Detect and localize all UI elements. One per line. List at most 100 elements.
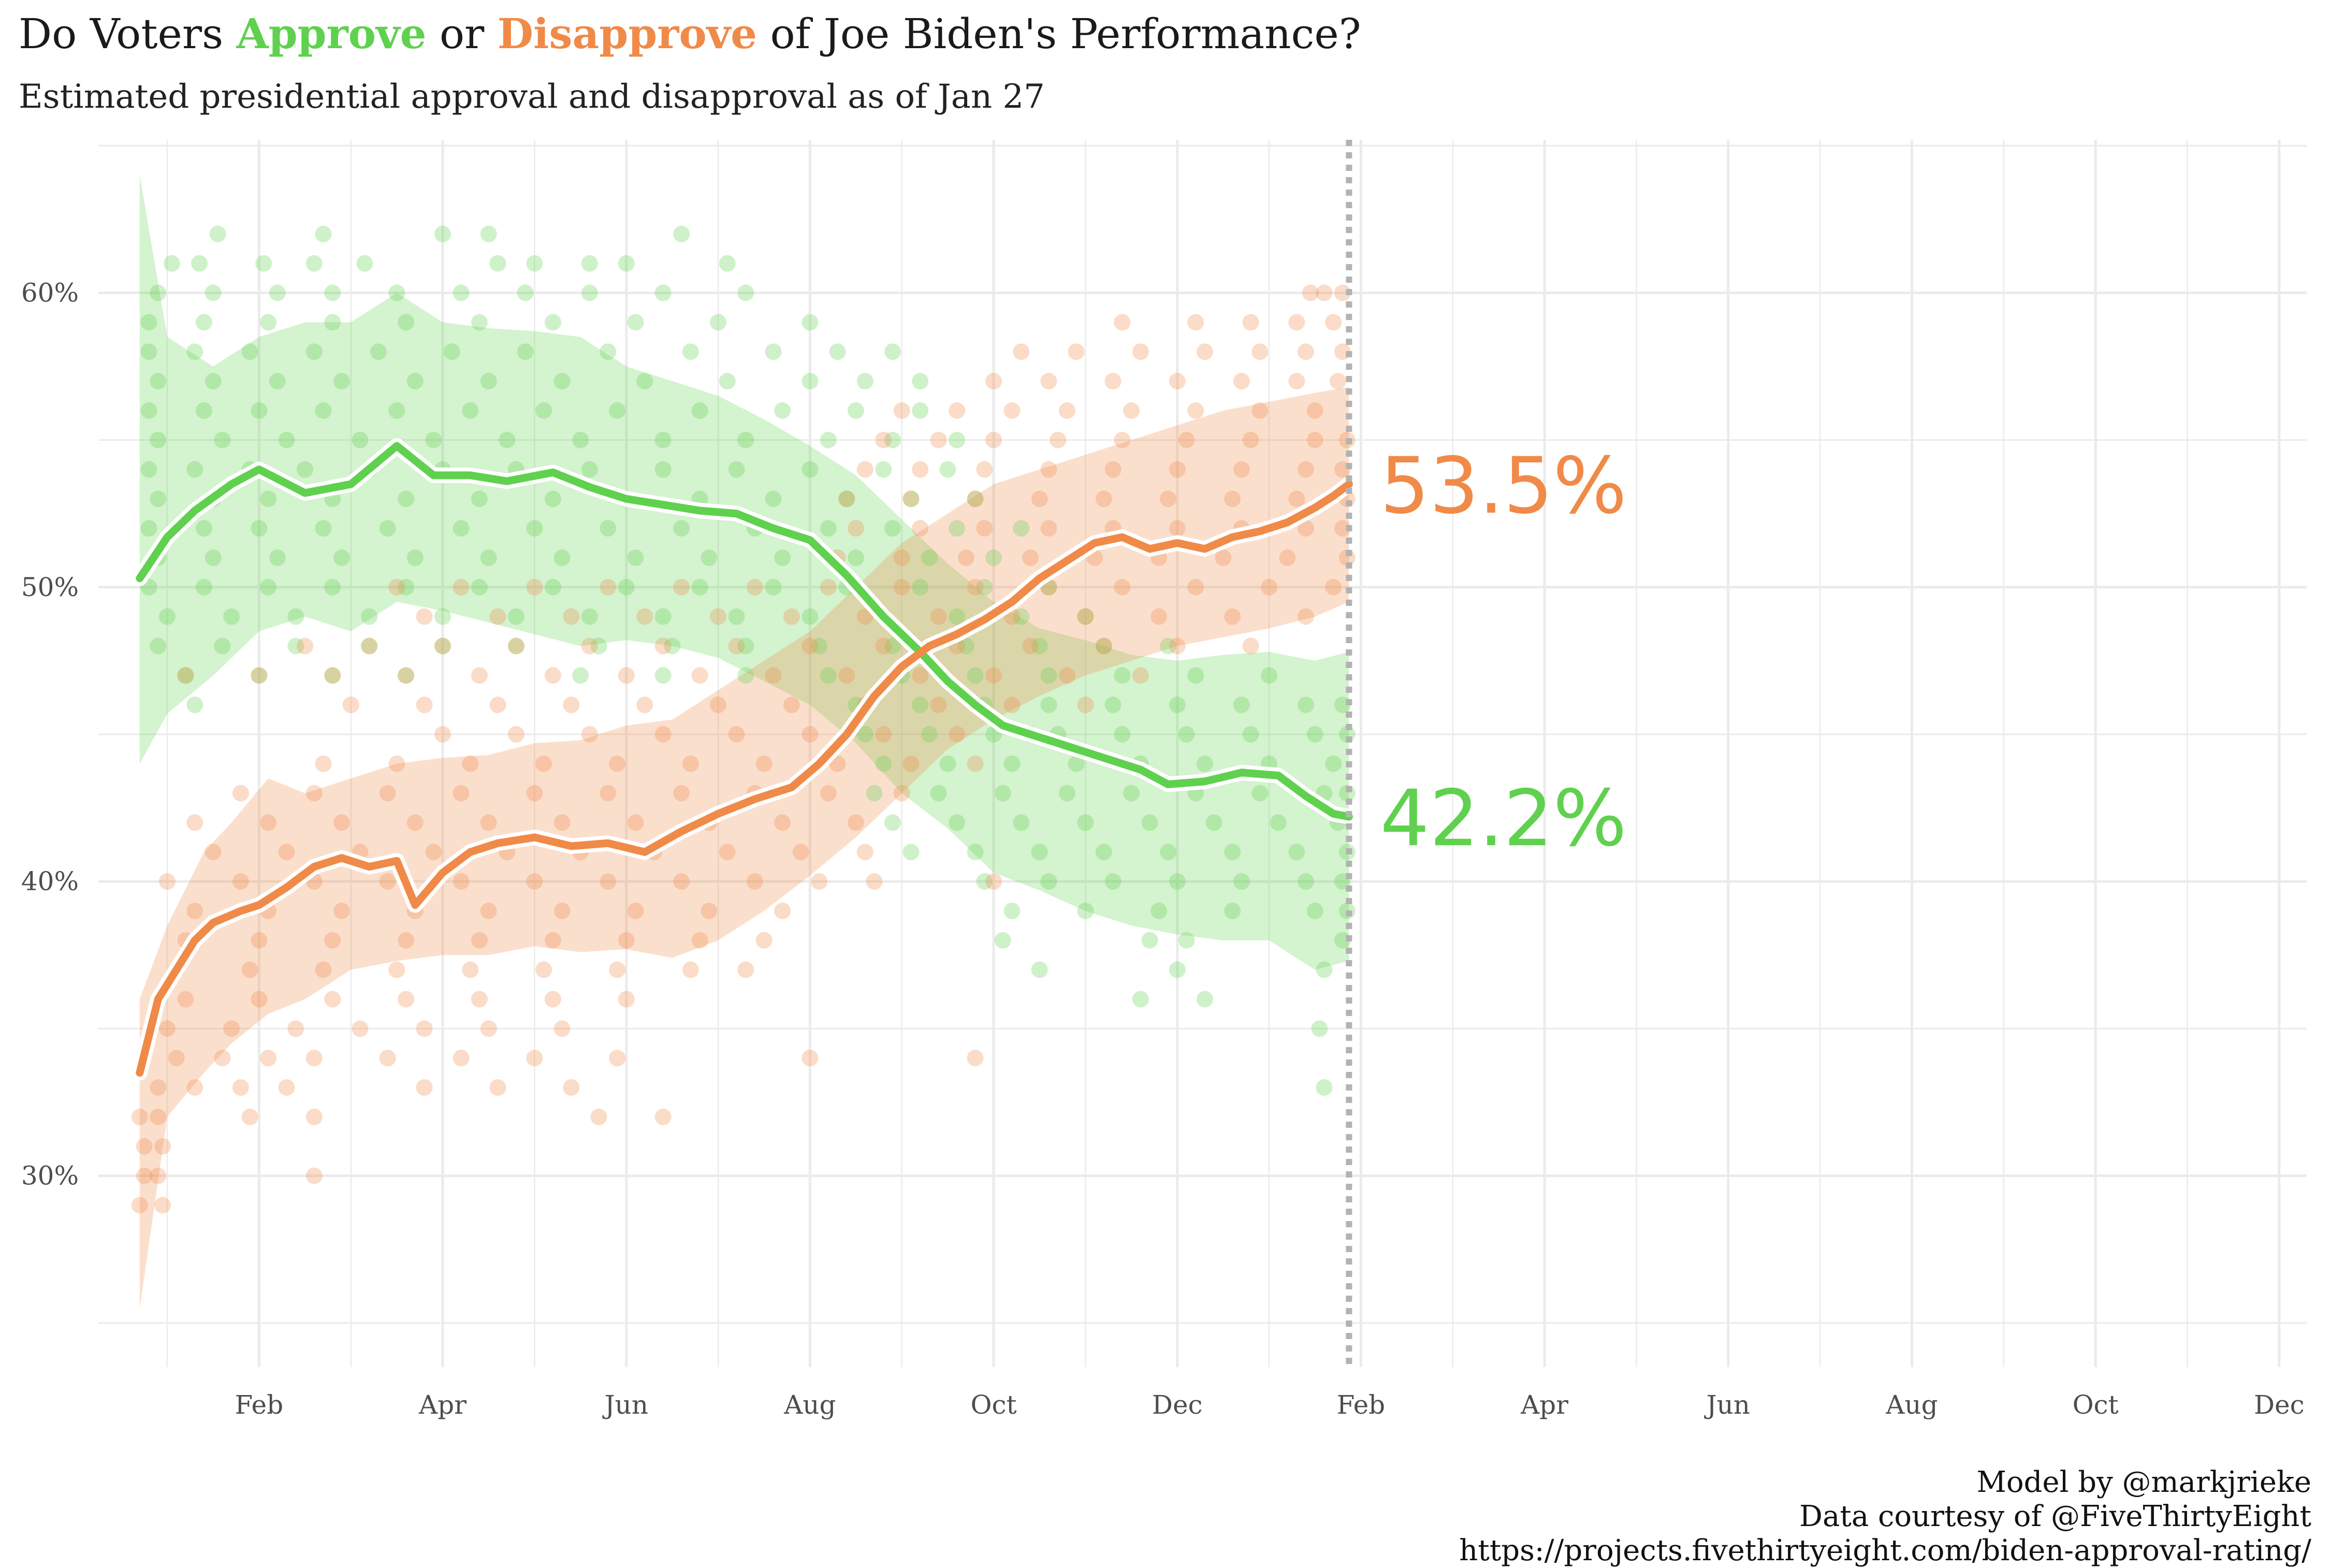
y-tick-label: 60% [21,278,79,308]
approve-poll-point [480,225,497,242]
disapprove-poll-point [251,667,268,684]
approve-poll-point [544,490,561,507]
disapprove-poll-point [755,932,773,949]
disapprove-poll-point [1077,696,1094,714]
disapprove-poll-point [544,932,561,949]
disapprove-poll-point [673,578,690,596]
approve-poll-point [1196,755,1213,772]
disapprove-poll-point [315,755,332,772]
approve-poll-point [535,402,552,419]
disapprove-poll-point [654,637,672,655]
approve-poll-point [1077,608,1094,625]
disapprove-poll-point [1187,402,1204,419]
x-tick-label: Dec [2254,1390,2305,1420]
disapprove-poll-point [168,1050,185,1067]
disapprove-poll-point [985,373,1002,390]
disapprove-poll-point [893,402,910,419]
approve-poll-point [195,578,212,596]
disapprove-poll-point [737,961,754,978]
disapprove-poll-point [177,667,194,684]
disapprove-poll-point [856,844,873,861]
disapprove-poll-point [535,755,552,772]
disapprove-poll-point [1316,284,1333,301]
disapprove-poll-point [554,1020,571,1037]
approve-poll-point [1123,785,1140,802]
approve-poll-point [802,461,819,478]
disapprove-poll-point [416,1020,433,1037]
approve-poll-point [434,637,452,655]
disapprove-poll-point [600,785,617,802]
x-tick-label: Feb [1337,1390,1386,1420]
disapprove-poll-point [278,844,295,861]
approve-poll-point [269,549,286,567]
approve-trend-line [136,442,1353,821]
disapprove-poll-point [581,726,598,743]
disapprove-poll-point [186,1079,203,1096]
disapprove-poll-point [480,1020,497,1037]
disapprove-poll-point [710,608,727,625]
disapprove-poll-point [783,696,800,714]
disapprove-poll-point [1298,520,1315,537]
disapprove-poll-point [1325,314,1342,331]
approve-poll-point [425,431,442,448]
disapprove-poll-point [150,1079,167,1096]
disapprove-poll-point [507,726,525,743]
approve-poll-point [994,785,1011,802]
approve-poll-point [150,637,167,655]
approve-poll-point [774,402,791,419]
disapprove-poll-point [691,932,708,949]
disapprove-poll-point [1187,578,1204,596]
disapprove-poll-point [838,667,855,684]
disapprove-poll-point [967,578,984,596]
approve-poll-point [1205,814,1222,831]
disapprove-poll-point [434,726,452,743]
disapprove-poll-point [838,490,855,507]
approve-poll-point [654,608,672,625]
disapprove-poll-point [260,814,277,831]
approve-poll-point [324,667,341,684]
disapprove-poll-point [154,1138,171,1155]
x-tick-label: Aug [1885,1390,1938,1420]
approve-poll-point [737,284,754,301]
disapprove-end-label: 53.5% [1380,441,1627,531]
approve-poll-point [654,461,672,478]
approve-poll-point [205,373,222,390]
approve-poll-point [1013,814,1030,831]
disapprove-poll-point [627,814,644,831]
approve-poll-point [902,844,920,861]
approve-poll-point [251,520,268,537]
disapprove-poll-point [802,637,819,655]
approve-poll-point [1031,961,1048,978]
approve-poll-point [802,608,819,625]
disapprove-poll-point [985,873,1002,890]
disapprove-poll-point [131,1197,148,1214]
disapprove-poll-point [728,637,745,655]
x-tick-label: Feb [235,1390,284,1420]
disapprove-poll-point [654,1108,672,1125]
disapprove-poll-point [1104,373,1122,390]
disapprove-poll-point [774,903,791,920]
disapprove-poll-point [388,578,405,596]
disapprove-poll-point [379,1050,396,1067]
approve-poll-point [287,608,304,625]
disapprove-poll-point [297,637,314,655]
approve-poll-point [1104,873,1122,890]
approve-poll-point [949,814,966,831]
approve-poll-point [600,343,617,360]
approve-poll-point [287,637,304,655]
approve-poll-point [1270,814,1287,831]
disapprove-poll-point [811,873,828,890]
approve-poll-point [765,490,782,507]
approve-poll-point [1095,637,1112,655]
approve-poll-point [949,520,966,537]
disapprove-poll-point [1040,461,1057,478]
disapprove-poll-point [792,844,809,861]
approve-poll-point [581,608,598,625]
disapprove-poll-point [802,726,819,743]
disapprove-poll-point [324,667,341,684]
disapprove-poll-point [1233,373,1250,390]
disapprove-poll-point [875,431,892,448]
approve-poll-point [315,225,332,242]
approve-poll-point [315,402,332,419]
